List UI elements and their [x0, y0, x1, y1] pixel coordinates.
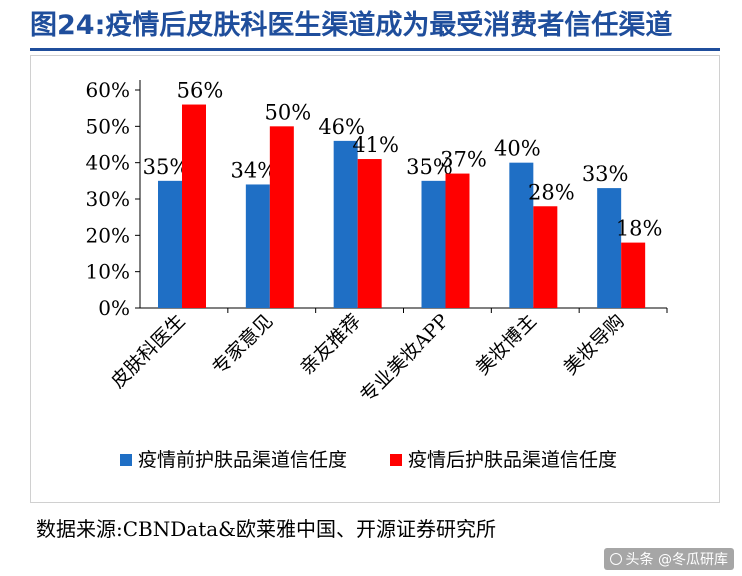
- figure-title: 图24:疫情后皮肤科医生渠道成为最受消费者信任渠道: [30, 10, 673, 41]
- x-category-label: 专家意见: [208, 310, 277, 379]
- bar-after: [182, 104, 206, 309]
- x-category-label: 亲友推荐: [296, 310, 365, 379]
- data-label-after: 41%: [352, 133, 399, 157]
- x-category-label: 专业美妆APP: [356, 310, 453, 407]
- data-label-before: 40%: [494, 137, 541, 161]
- legend-swatch-after: [390, 454, 402, 466]
- legend-label-before: 疫情前护肤品渠道信任度: [138, 449, 347, 471]
- chart-frame: [30, 55, 720, 503]
- data-label-after: 50%: [264, 100, 311, 124]
- data-label-after: 28%: [528, 180, 575, 204]
- y-tick-label: 0%: [98, 296, 130, 320]
- y-tick-label: 20%: [86, 223, 130, 247]
- watermark: 头条 @冬瓜研库: [603, 548, 734, 570]
- bar-after: [445, 173, 470, 308]
- bar-before: [509, 162, 534, 308]
- bar-after: [533, 206, 558, 308]
- bar-after: [357, 159, 382, 308]
- watermark-text: 头条 @冬瓜研库: [625, 552, 728, 568]
- legend-swatch-before: [120, 454, 132, 466]
- source-note: 数据来源:CBNData&欧莱雅中国、开源证券研究所: [36, 517, 496, 541]
- x-category-label: 美妆导购: [559, 310, 628, 379]
- y-tick-label: 60%: [86, 78, 130, 102]
- x-category-label: 皮肤科医生: [107, 310, 190, 393]
- bar-after: [269, 126, 294, 308]
- x-category-label: 美妆博主: [472, 310, 541, 379]
- bar-before: [245, 184, 270, 308]
- data-label-before: 35%: [143, 155, 190, 179]
- data-label-before: 33%: [582, 162, 629, 186]
- title-rule: [30, 48, 720, 51]
- bar-before: [333, 140, 358, 308]
- bar-before: [597, 188, 622, 308]
- bar-before: [421, 180, 446, 308]
- data-label-after: 37%: [440, 148, 487, 172]
- data-label-before: 46%: [318, 115, 365, 139]
- bar-after: [621, 242, 646, 308]
- data-label-after: 56%: [177, 79, 224, 103]
- y-tick-label: 10%: [86, 260, 130, 284]
- data-label-after: 18%: [616, 217, 663, 241]
- data-label-before: 35%: [406, 155, 453, 179]
- legend-label-after: 疫情后护肤品渠道信任度: [408, 449, 617, 471]
- camera-icon: [609, 553, 622, 565]
- bar-before: [158, 180, 182, 308]
- data-label-before: 34%: [230, 158, 277, 182]
- y-tick-label: 30%: [86, 187, 130, 211]
- y-tick-label: 40%: [86, 151, 130, 175]
- y-tick-label: 50%: [86, 114, 130, 138]
